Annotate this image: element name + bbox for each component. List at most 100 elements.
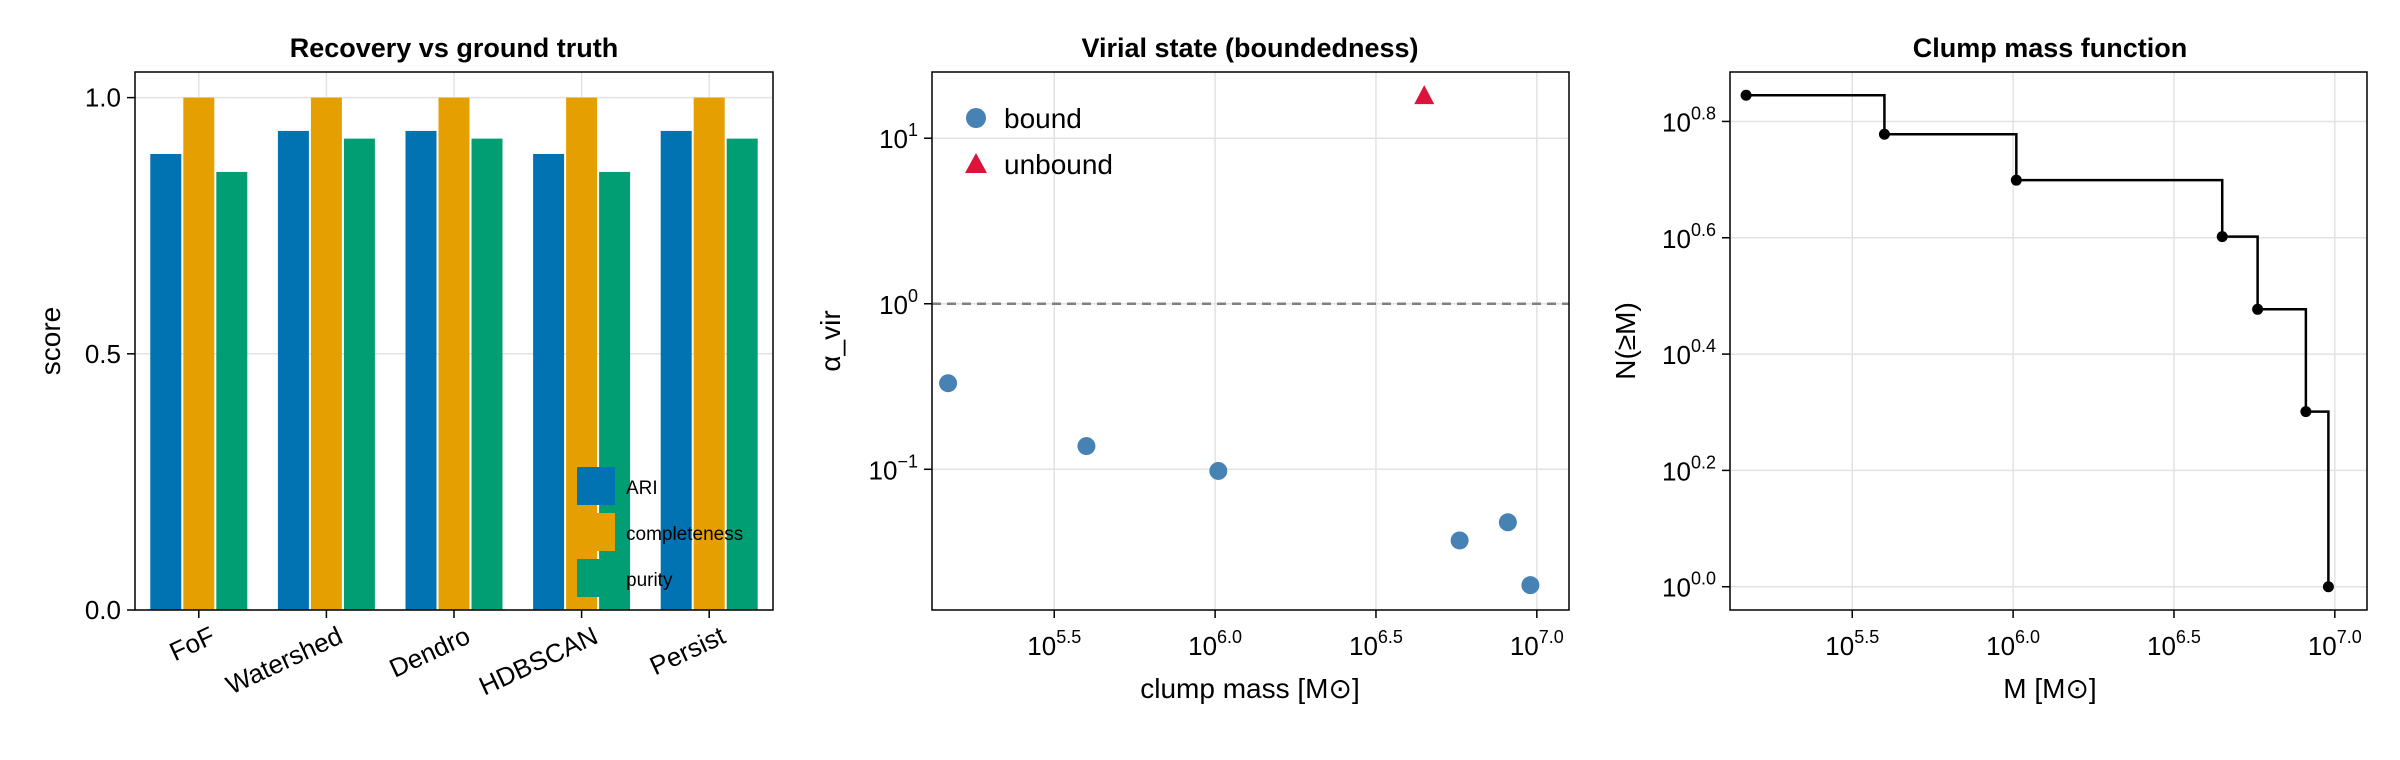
recovery-ytick-label: 0.0 [85, 595, 121, 625]
massfunc-title: Clump mass function [1913, 33, 2188, 63]
virial-xtick-label-base: 10 [1027, 631, 1056, 661]
bar-ARI-watershed [277, 130, 309, 610]
virial-ytick-label-base: 10 [879, 124, 908, 154]
massfunc-step-line [1746, 94, 2330, 587]
virial-xtick-label-base: 10 [1349, 631, 1378, 661]
recovery-xtick-label: FoF [165, 620, 220, 667]
massfunc-point [2010, 174, 2022, 186]
recovery-xtick-label: Persist [645, 620, 730, 681]
legend-label-completeness: completeness [626, 524, 743, 545]
virial-ytick-label: 101 [879, 120, 918, 154]
massfunc-xtick-label: 106.5 [2147, 627, 2201, 661]
legend-label-purity: purity [626, 570, 673, 591]
massfunc-panel: 105.5 106.0 106.5 107.0100.0100.2100.4100.6… [1610, 33, 2368, 704]
recovery-xtick-label: HDBSCAN [474, 620, 602, 701]
bar-purity-watershed [343, 138, 375, 610]
recovery-legend: ARI completeness purity [577, 467, 743, 597]
massfunc-xtick-label-base: 10 [2308, 631, 2337, 661]
point-unbound [1414, 85, 1435, 105]
recovery-ylabel: score [35, 307, 66, 375]
virial-ytick-label-base: 10 [869, 455, 898, 485]
massfunc-ytick-label-exp: 0.4 [1691, 336, 1716, 356]
massfunc-grid [1730, 72, 2367, 610]
legend-swatch-completeness [577, 513, 615, 551]
virial-xtick-label-exp: 6.5 [1378, 627, 1403, 647]
recovery-panel: 0.0 0.5 1.0 FoF Watershed Dendro HDBSCAN Persis… [35, 33, 774, 701]
bar-purity-persist [726, 138, 758, 610]
massfunc-ytick-label: 100.0 [1662, 569, 1716, 603]
virial-title: Virial state (boundedness) [1081, 33, 1418, 63]
recovery-bars [150, 97, 758, 611]
point-bound [939, 374, 958, 393]
legend-swatch-purity [577, 559, 615, 597]
virial-frame [931, 71, 1570, 611]
massfunc-ytick-label-base: 10 [1662, 107, 1691, 137]
virial-xtick-label-exp: 6.0 [1217, 627, 1242, 647]
bar-ARI-dendro [405, 130, 437, 610]
massfunc-ytick-label-exp: 0.8 [1691, 103, 1716, 123]
virial-ytick-label-exp: 1 [908, 120, 918, 140]
point-bound [1498, 513, 1517, 532]
massfunc-xtick-label-exp: 7.0 [2337, 627, 2362, 647]
bar-ARI-hdbscan [533, 153, 565, 610]
massfunc-xtick-label-exp: 6.0 [2015, 627, 2040, 647]
massfunc-point [2216, 231, 2228, 243]
massfunc-ytick-label-exp: 0.6 [1691, 220, 1716, 240]
recovery-title: Recovery vs ground truth [290, 33, 619, 63]
legend-label-ARI: ARI [626, 478, 658, 499]
massfunc-ytick-label-base: 10 [1662, 340, 1691, 370]
virial-xtick-label: 106.5 [1349, 627, 1403, 661]
virial-xtick-label-exp: 7.0 [1539, 627, 1564, 647]
massfunc-ytick-label-exp: 0.0 [1691, 569, 1716, 589]
massfunc-ytick-label: 100.6 [1662, 220, 1716, 254]
virial-ytick-label: 100 [879, 286, 918, 320]
virial-xlabel: clump mass [M⊙] [1140, 673, 1360, 704]
bar-purity-dendro [471, 138, 503, 610]
virial-xtick-label-base: 10 [1510, 631, 1539, 661]
virial-xtick-label-exp: 5.5 [1056, 627, 1081, 647]
massfunc-xtick-label-base: 10 [2147, 631, 2176, 661]
massfunc-ticks: 105.5 106.0 106.5 107.0100.0100.2100.4100.6… [1662, 103, 2362, 661]
recovery-ytick-label: 0.5 [85, 339, 121, 369]
massfunc-point [1740, 89, 1752, 101]
massfunc-line [1740, 89, 2334, 593]
point-bound [1077, 437, 1096, 456]
virial-ytick-label-exp: −1 [897, 451, 918, 471]
legend-label-bound: bound [1004, 103, 1082, 134]
massfunc-point [1878, 128, 1890, 140]
bar-completeness-watershed [310, 97, 342, 611]
bar-completeness-fof [183, 97, 215, 611]
massfunc-point [2300, 406, 2312, 418]
massfunc-ytick-label: 100.2 [1662, 452, 1716, 486]
massfunc-xtick-label-base: 10 [1825, 631, 1854, 661]
bar-ARI-fof [150, 153, 182, 610]
massfunc-ytick-label: 100.8 [1662, 103, 1716, 137]
massfunc-xlabel: M [M⊙] [2003, 673, 2096, 704]
massfunc-xtick-label: 106.0 [1986, 627, 2040, 661]
massfunc-ytick-label-base: 10 [1662, 573, 1691, 603]
massfunc-ytick-label-exp: 0.2 [1691, 452, 1716, 472]
virial-xtick-label: 107.0 [1510, 627, 1564, 661]
massfunc-ytick-label: 100.4 [1662, 336, 1716, 370]
massfunc-xtick-label-exp: 6.5 [2176, 627, 2201, 647]
recovery-ytick-label: 1.0 [85, 83, 121, 113]
virial-legend: bound unbound [965, 103, 1113, 180]
massfunc-point [2252, 303, 2264, 315]
bar-purity-fof [216, 171, 248, 610]
legend-marker-unbound [965, 153, 987, 173]
virial-xtick-label: 105.5 [1027, 627, 1081, 661]
bar-completeness-persist [693, 97, 725, 611]
legend-swatch-ARI [577, 467, 615, 505]
recovery-xtick-label: Dendro [385, 620, 475, 683]
point-bound [1209, 461, 1228, 480]
massfunc-xtick-label-exp: 5.5 [1854, 627, 1879, 647]
virial-ytick-label-base: 10 [879, 290, 908, 320]
bar-completeness-dendro [438, 97, 470, 611]
virial-ytick-label: 10−1 [869, 451, 918, 485]
massfunc-frame [1729, 71, 2368, 611]
virial-xtick-label-base: 10 [1188, 631, 1217, 661]
legend-label-unbound: unbound [1004, 149, 1113, 180]
point-bound [1450, 531, 1469, 550]
